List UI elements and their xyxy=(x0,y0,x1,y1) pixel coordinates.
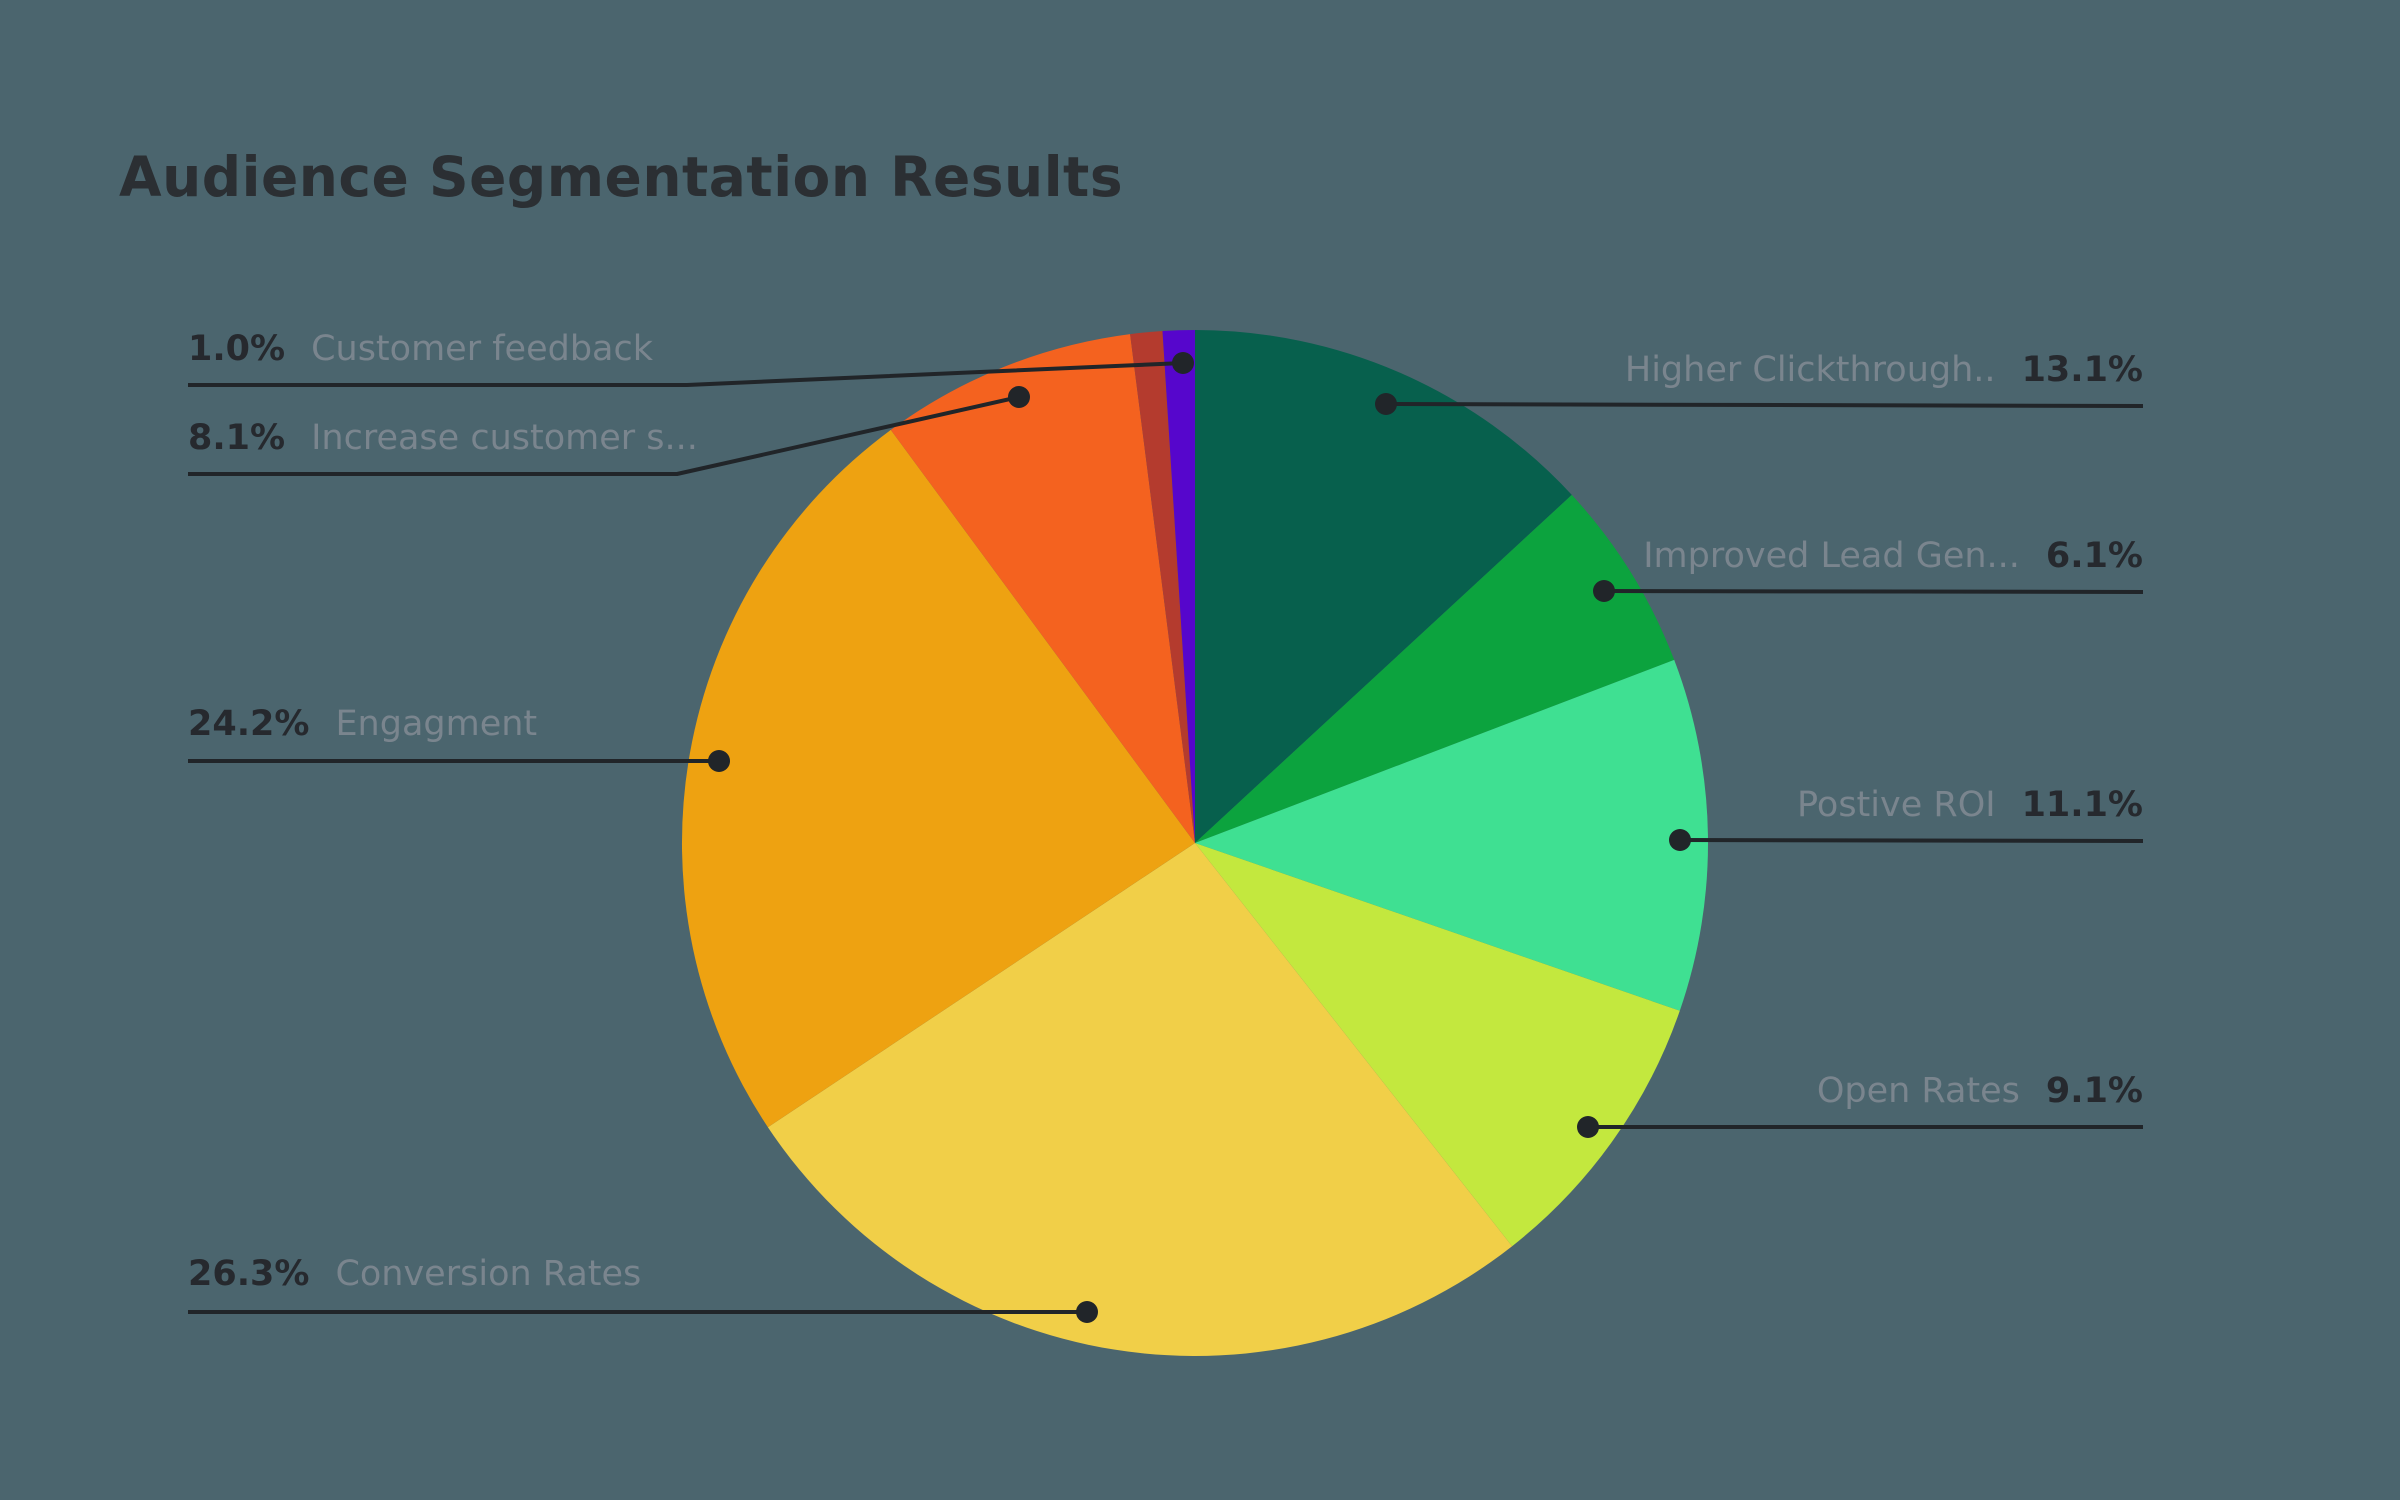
slice-label: Customer feedback xyxy=(311,329,653,369)
label-open-rates: Open Rates 9.1% xyxy=(1817,1069,2143,1113)
pie-slice-open-rates xyxy=(1195,843,1680,1247)
pie-slice-postive-roi xyxy=(1195,659,1709,1011)
slice-value: 24.2% xyxy=(188,704,310,744)
slice-value: 26.3% xyxy=(188,1254,310,1294)
leader-dot-open-rates xyxy=(1577,1116,1599,1138)
pie-slice-increase-customer-s xyxy=(890,334,1195,843)
pie-slice-higher-clickthrough xyxy=(1195,330,1572,843)
slice-label: Higher Clickthrough.. xyxy=(1624,350,1996,390)
slice-value: 8.1% xyxy=(188,418,286,458)
label-postive-roi: Postive ROI 11.1% xyxy=(1797,783,2143,827)
pie-slice-unlabeled xyxy=(1130,331,1195,843)
leader-line-customer-feedback xyxy=(188,361,1184,387)
slice-value: 9.1% xyxy=(2045,1071,2143,1111)
label-improved-lead-gen: Improved Lead Gen... 6.1% xyxy=(1643,534,2143,578)
label-engagment: 24.2% Engagment xyxy=(188,702,537,746)
slice-value: 1.0% xyxy=(188,329,286,369)
leader-dot-improved-lead-gen xyxy=(1593,580,1615,602)
chart-title: Audience Segmentation Results xyxy=(119,144,1124,209)
slice-label: Engagment xyxy=(335,704,538,744)
slice-label: Improved Lead Gen... xyxy=(1643,536,2020,576)
pie-slice-improved-lead-gen xyxy=(1195,494,1675,843)
slice-label: Open Rates xyxy=(1816,1071,2020,1111)
slice-label: Postive ROI xyxy=(1797,785,1996,825)
label-conversion-rates: 26.3% Conversion Rates xyxy=(188,1252,641,1296)
label-customer-feedback: 1.0% Customer feedback xyxy=(188,327,653,371)
leader-dot-conversion-rates xyxy=(1076,1301,1098,1323)
slice-value: 13.1% xyxy=(2021,350,2143,390)
leader-dot-postive-roi xyxy=(1669,829,1691,851)
leader-dot-increase-customer-s xyxy=(1008,386,1030,408)
slice-value: 11.1% xyxy=(2021,785,2143,825)
slice-value: 6.1% xyxy=(2045,536,2143,576)
label-higher-clickthrough: Higher Clickthrough.. 13.1% xyxy=(1625,348,2143,392)
pie-slice-customer-feedback xyxy=(1162,329,1195,844)
slice-label: Conversion Rates xyxy=(335,1254,642,1294)
leader-line-improved-lead-gen xyxy=(1603,589,2144,594)
pie-slice-engagment xyxy=(681,429,1195,1128)
leader-dot-higher-clickthrough xyxy=(1375,393,1397,415)
leader-line-postive-roi xyxy=(1679,838,2144,843)
label-increase-customer-s: 8.1% Increase customer s... xyxy=(188,416,698,460)
leader-dot-engagment xyxy=(708,750,730,772)
leader-line-increase-customer-s xyxy=(188,395,1020,476)
slice-label: Increase customer s... xyxy=(311,418,698,458)
leader-dot-customer-feedback xyxy=(1172,352,1194,374)
pie-slice-conversion-rates xyxy=(767,843,1513,1356)
leader-line-higher-clickthrough xyxy=(1385,402,2144,408)
